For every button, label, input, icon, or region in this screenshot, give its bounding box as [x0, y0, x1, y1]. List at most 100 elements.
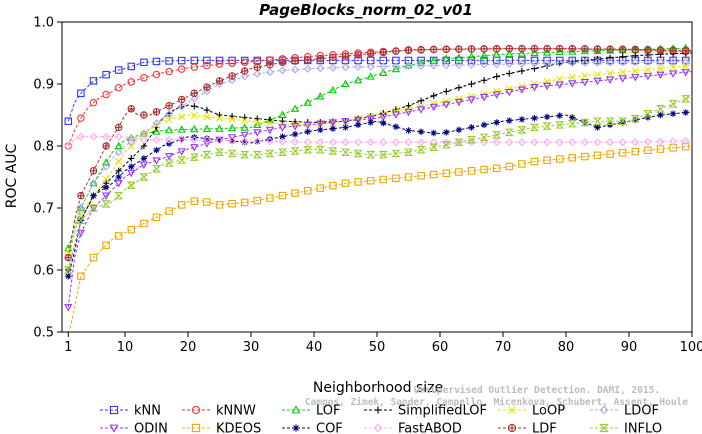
data-point-odin: [341, 118, 350, 126]
data-point-ldof: [543, 59, 552, 68]
data-point-fastabod: [517, 138, 526, 147]
data-point-knn: [114, 66, 123, 74]
data-point-lof: [416, 58, 426, 67]
data-point-ldof: [643, 58, 652, 67]
x-tick-label: 20: [180, 340, 197, 355]
data-point-fastabod: [480, 138, 489, 147]
data-point-kdeos: [644, 146, 652, 155]
data-point-loop: [568, 73, 576, 81]
data-point-cof: [291, 131, 299, 138]
data-point-ldof: [114, 148, 123, 157]
data-point-inflo: [429, 143, 439, 151]
data-point-cof: [543, 113, 551, 121]
series-line-odin: [67, 71, 692, 308]
data-point-inflo: [290, 147, 300, 155]
data-point-kdeos: [278, 191, 287, 200]
data-point-simplifiedlof: [266, 116, 274, 124]
data-point-lof: [202, 124, 212, 132]
data-point-fastabod: [64, 142, 73, 150]
data-point-loop: [115, 157, 123, 166]
x-tick-label: 10: [117, 340, 134, 355]
data-point-inflo: [542, 122, 552, 130]
data-point-lof: [517, 49, 527, 57]
data-point-cof: [556, 112, 563, 119]
series-ldf: [64, 44, 692, 262]
data-point-knn: [669, 56, 677, 65]
data-point-ldf: [656, 46, 665, 54]
legend-marker-simplifiedlof: [374, 406, 382, 414]
data-point-lof: [303, 98, 312, 106]
data-point-ldf: [568, 44, 577, 53]
data-point-inflo: [277, 148, 288, 156]
series-fastabod: [64, 132, 692, 150]
data-point-kdeos: [253, 196, 262, 205]
legend-label-lof: LOF: [316, 404, 341, 419]
legend-item-simplifiedlof: SimplifiedLOF: [364, 404, 487, 419]
data-point-knn: [89, 77, 98, 85]
legend-item-ldf: LDF: [498, 422, 557, 434]
data-point-ldof: [618, 58, 627, 67]
data-point-loop: [631, 67, 639, 75]
data-point-odin: [467, 96, 476, 104]
y-tick-label: 0.6: [33, 264, 54, 279]
data-point-kdeos: [392, 174, 400, 182]
data-point-fastabod: [505, 138, 514, 147]
data-point-simplifiedlof: [405, 102, 412, 109]
data-point-kdeos: [429, 170, 438, 179]
legend-marker-cof: [292, 424, 300, 432]
data-point-ldf: [366, 49, 375, 58]
data-point-fastabod: [341, 138, 350, 147]
series-line-cof: [67, 111, 692, 277]
data-point-loop: [215, 114, 224, 122]
data-point-knn: [152, 57, 161, 66]
data-point-simplifiedlof: [443, 88, 450, 95]
data-point-simplifiedlof: [279, 118, 286, 125]
data-point-fastabod: [253, 137, 262, 146]
data-point-knnw: [165, 67, 173, 76]
data-point-ldof: [102, 162, 111, 171]
data-point-ldf: [329, 53, 337, 62]
data-point-cof: [531, 114, 538, 122]
data-point-lof: [379, 68, 388, 76]
data-point-knnw: [177, 65, 186, 73]
data-point-kdeos: [291, 189, 299, 197]
data-point-odin: [643, 72, 653, 81]
data-point-fastabod: [391, 138, 400, 147]
data-point-fastabod: [316, 138, 325, 147]
data-point-simplifiedlof: [417, 97, 425, 104]
data-point-odin: [190, 144, 199, 152]
legend-marker-ldf: [507, 423, 517, 433]
data-point-inflo: [618, 117, 628, 125]
data-point-inflo: [416, 145, 426, 154]
data-point-knnw: [77, 114, 85, 122]
data-point-loop: [354, 115, 362, 123]
data-point-kdeos: [581, 152, 589, 161]
data-point-kdeos: [543, 156, 551, 165]
data-point-lof: [316, 92, 325, 100]
data-point-knnw: [102, 90, 110, 99]
data-point-inflo: [668, 100, 678, 108]
data-point-cof: [304, 128, 311, 135]
data-point-fastabod: [681, 137, 690, 146]
data-point-lof: [215, 124, 224, 132]
data-point-kdeos: [114, 232, 123, 240]
data-point-cof: [392, 123, 400, 130]
data-point-ldof: [316, 64, 325, 73]
data-point-odin: [164, 152, 174, 161]
data-point-loop: [190, 112, 198, 120]
data-point-cof: [367, 119, 374, 126]
data-point-simplifiedlof: [203, 106, 211, 114]
data-point-ldof: [379, 62, 388, 71]
data-point-odin: [76, 229, 86, 238]
data-point-knnw: [114, 83, 123, 92]
data-point-loop: [241, 116, 249, 125]
data-point-lof: [164, 125, 174, 134]
data-point-inflo: [126, 181, 136, 190]
legend-item-fastabod: FastABOD: [364, 422, 462, 434]
data-point-inflo: [643, 110, 653, 118]
data-point-kdeos: [555, 155, 564, 163]
watermark-line-2: Campos, Zimek, Sander, Campello, Micenko…: [305, 397, 688, 408]
data-point-inflo: [214, 148, 225, 156]
legend-marker-knnw: [191, 405, 201, 415]
